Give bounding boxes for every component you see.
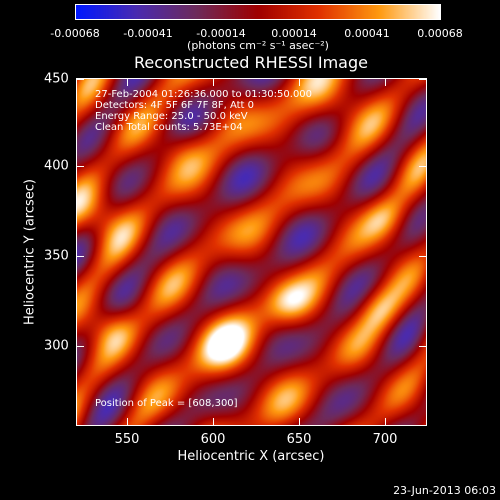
x-tick-label: 650 [286,432,312,447]
peak-position: Position of Peak = [608,300] [95,398,238,409]
info-energy: Energy Range: 25.0 - 50.0 keV [95,111,248,122]
colorbar-tick-label: -0.00014 [196,27,246,40]
x-tick-label: 600 [200,432,226,447]
y-axis-label: Heliocentric Y (arcsec) [22,179,38,325]
colorbar [75,4,441,20]
colorbar-tick-label: 0.00068 [417,27,463,40]
x-ticks [127,79,386,425]
footer-date: 23-Jun-2013 06:03 [393,484,496,497]
y-tick-label: 450 [44,71,69,87]
colorbar-tick-label: 0.00014 [271,27,317,40]
x-tick-label: 550 [114,432,140,447]
y-ticks [77,79,426,347]
info-detectors: Detectors: 4F 5F 6F 7F 8F, Att 0 [95,100,255,111]
rhessi-image [76,78,426,425]
info-clean: Clean Total counts: 5.73E+04 [95,122,243,133]
colorbar-units: (photons cm⁻² s⁻¹ asec⁻²) [187,39,329,52]
colorbar-tick-label: 0.00041 [344,27,390,40]
plot-title: Reconstructed RHESSI Image [134,53,368,72]
x-axis-label: Heliocentric X (arcsec) [177,449,325,464]
plot-border [76,78,427,426]
info-time-range: 27-Feb-2004 01:26:36.000 to 01:30:50.000 [95,89,313,100]
colorbar-tick-label: -0.00041 [123,27,173,40]
x-tick-label: 700 [372,432,398,447]
y-tick-label: 400 [44,158,69,174]
colorbar-tick-label: -0.00068 [50,27,100,40]
y-tick-label: 350 [44,248,69,264]
y-tick-label: 300 [44,338,69,354]
